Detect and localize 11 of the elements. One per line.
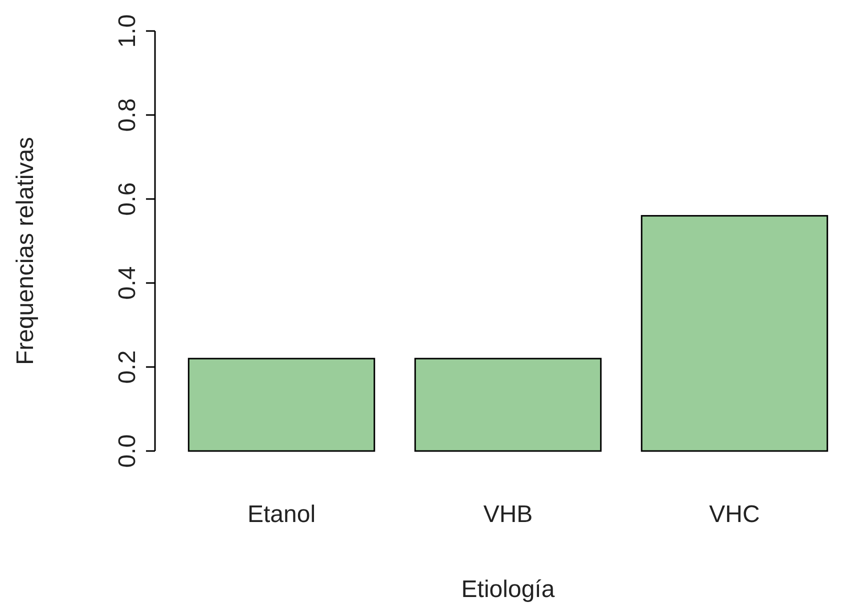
y-axis-title: Frequencias relativas [12, 136, 39, 366]
y-tick-label: 1.0 [114, 14, 141, 48]
y-tick-label: 0.2 [114, 350, 141, 384]
y-tick-label: 0.6 [114, 182, 141, 216]
x-tick-label: Etanol [247, 501, 316, 528]
x-axis-title: Etiología [461, 576, 556, 603]
y-tick-label: 0.4 [114, 266, 141, 300]
x-tick-label: VHB [483, 501, 533, 528]
x-tick-label: VHC [709, 501, 760, 528]
y-tick-label: 0.0 [114, 434, 141, 468]
y-tick-label: 0.8 [114, 98, 141, 132]
